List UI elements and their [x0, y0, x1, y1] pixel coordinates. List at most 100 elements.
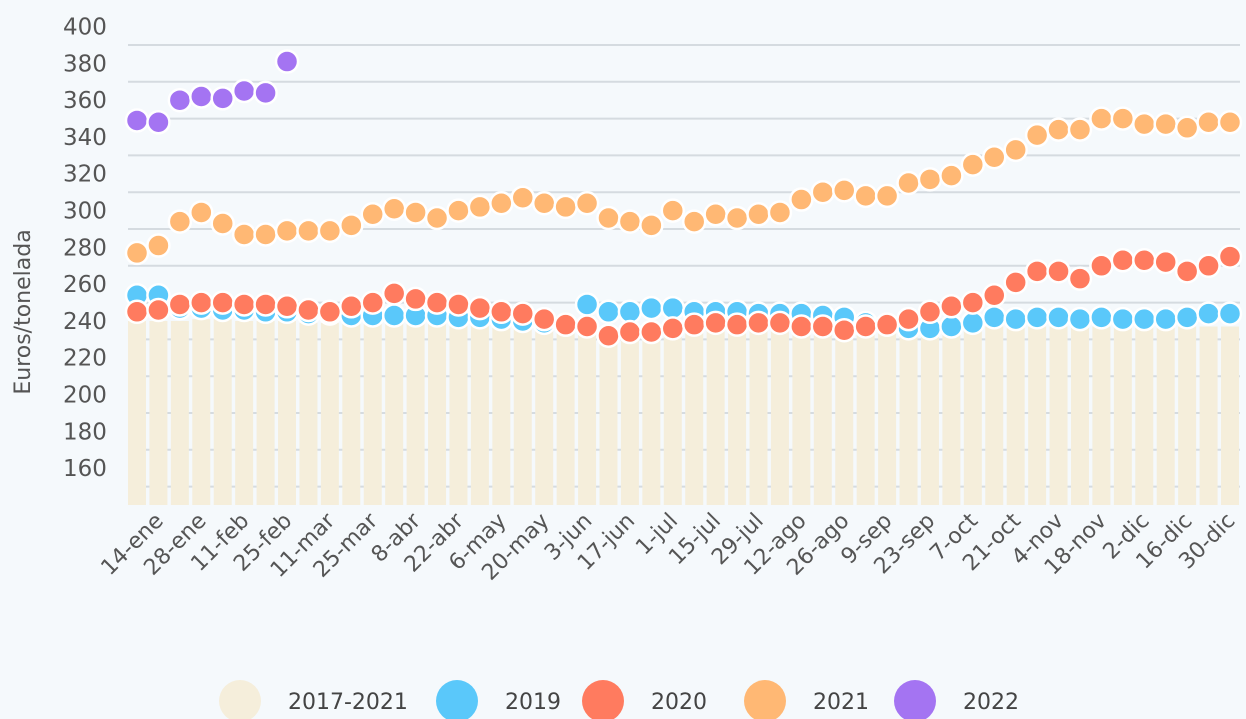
data-point — [360, 290, 385, 315]
data-point — [446, 198, 471, 223]
data-point — [1132, 111, 1157, 137]
bar — [170, 321, 189, 505]
data-point — [274, 294, 300, 319]
bar — [1178, 326, 1197, 505]
y-tick-label: 180 — [63, 419, 107, 445]
data-point — [339, 294, 364, 319]
data-point — [1089, 106, 1114, 131]
data-point — [553, 194, 578, 220]
data-point — [724, 205, 750, 231]
bar — [127, 321, 147, 505]
data-point — [1132, 248, 1157, 273]
data-point — [746, 310, 771, 336]
bar — [1028, 326, 1047, 505]
data-point — [724, 312, 750, 337]
data-point — [574, 190, 600, 216]
data-point — [1024, 122, 1050, 148]
data-point — [917, 299, 943, 325]
data-point — [467, 295, 493, 321]
bar — [449, 322, 468, 505]
legend-label: 2022 — [963, 690, 1019, 715]
data-point — [360, 202, 385, 227]
data-point — [253, 222, 278, 247]
data-point — [146, 297, 171, 323]
data-point — [167, 209, 193, 234]
data-point — [874, 312, 900, 337]
data-point — [1046, 117, 1071, 142]
data-point — [982, 144, 1007, 170]
data-point — [917, 167, 943, 192]
data-point — [617, 319, 643, 345]
data-point — [1024, 259, 1050, 284]
bar — [1113, 326, 1132, 505]
data-point — [982, 305, 1007, 330]
bar — [642, 328, 661, 505]
y-tick-label: 160 — [63, 456, 107, 482]
bar — [1135, 326, 1154, 505]
data-point — [1067, 306, 1093, 332]
data-point — [124, 299, 150, 325]
data-point — [703, 310, 728, 336]
data-point — [189, 84, 214, 109]
data-point — [510, 301, 536, 326]
data-point — [767, 200, 793, 225]
data-point — [1067, 266, 1093, 291]
data-point — [1046, 305, 1071, 330]
data-point — [489, 190, 514, 216]
bar — [1092, 326, 1111, 505]
bar — [878, 328, 897, 505]
y-tick-label: 260 — [63, 272, 107, 298]
data-point — [681, 209, 707, 234]
data-point — [124, 108, 150, 133]
legend-label: 2021 — [813, 690, 869, 715]
data-point — [231, 222, 257, 247]
data-point — [1046, 259, 1071, 284]
data-point — [189, 290, 214, 315]
data-point — [1153, 111, 1178, 137]
bar — [920, 328, 939, 505]
bar — [1070, 326, 1089, 505]
data-point — [639, 319, 664, 345]
data-point — [939, 294, 964, 319]
data-point — [1003, 270, 1028, 295]
bar — [428, 322, 447, 505]
bar — [513, 324, 532, 505]
legend-marker — [436, 680, 478, 719]
y-tick-label: 200 — [63, 383, 107, 409]
y-tick-label: 320 — [63, 162, 107, 188]
data-point — [617, 299, 643, 325]
bar — [385, 321, 404, 505]
data-point — [296, 297, 321, 323]
legend-marker — [744, 680, 786, 719]
data-point — [553, 312, 578, 337]
bar — [299, 322, 318, 505]
data-point — [317, 299, 343, 325]
data-point — [767, 310, 793, 336]
data-point — [381, 196, 407, 222]
data-point — [960, 152, 986, 177]
data-point — [1217, 244, 1243, 269]
data-point — [639, 213, 664, 238]
y-tick-label: 240 — [63, 309, 107, 335]
data-point — [1217, 301, 1243, 326]
bar — [149, 321, 168, 505]
data-point — [639, 295, 664, 321]
data-point — [296, 218, 321, 244]
bar — [1006, 326, 1025, 505]
bar — [963, 326, 982, 505]
data-point — [982, 282, 1007, 308]
bar — [856, 328, 875, 505]
data-point — [1110, 106, 1136, 131]
bar — [492, 324, 511, 505]
data-point — [810, 179, 836, 205]
legend-label: 2019 — [505, 690, 561, 715]
data-point — [424, 205, 450, 231]
data-point — [1196, 253, 1221, 279]
data-point — [124, 240, 150, 266]
y-tick-label: 300 — [63, 199, 107, 225]
bar — [813, 328, 832, 505]
data-point — [1003, 137, 1028, 163]
data-point — [896, 170, 921, 196]
bar — [685, 328, 704, 505]
